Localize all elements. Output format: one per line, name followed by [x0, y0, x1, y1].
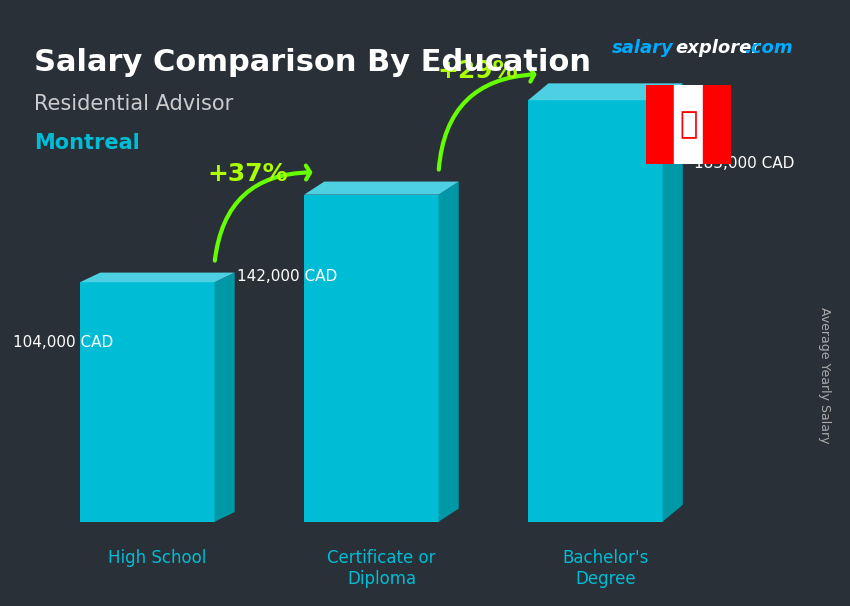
Text: Bachelor's
Degree: Bachelor's Degree	[563, 549, 649, 588]
Text: Residential Advisor: Residential Advisor	[34, 94, 233, 114]
Text: Salary Comparison By Education: Salary Comparison By Education	[34, 48, 591, 78]
Text: Montreal: Montreal	[34, 133, 139, 153]
Bar	[674, 85, 703, 164]
Bar	[703, 85, 731, 164]
Text: salary: salary	[612, 39, 674, 58]
Text: High School: High School	[108, 549, 207, 567]
Polygon shape	[80, 273, 235, 282]
Bar	[646, 85, 674, 164]
Text: 104,000 CAD: 104,000 CAD	[13, 335, 113, 350]
Polygon shape	[663, 84, 683, 522]
Text: 🍁: 🍁	[679, 110, 698, 139]
Text: +29%: +29%	[438, 59, 518, 84]
Polygon shape	[214, 273, 235, 522]
Text: 183,000 CAD: 183,000 CAD	[694, 156, 795, 171]
Text: Certificate or
Diploma: Certificate or Diploma	[327, 549, 436, 588]
Text: 142,000 CAD: 142,000 CAD	[237, 269, 337, 284]
Polygon shape	[528, 84, 683, 100]
Polygon shape	[439, 182, 459, 522]
Text: .com: .com	[744, 39, 792, 58]
Bar	[304, 195, 439, 522]
Text: explorer: explorer	[676, 39, 761, 58]
Text: +37%: +37%	[207, 162, 288, 186]
Bar	[80, 282, 214, 522]
Text: Average Yearly Salary: Average Yearly Salary	[818, 307, 831, 444]
Polygon shape	[304, 182, 459, 195]
Bar	[528, 100, 663, 522]
